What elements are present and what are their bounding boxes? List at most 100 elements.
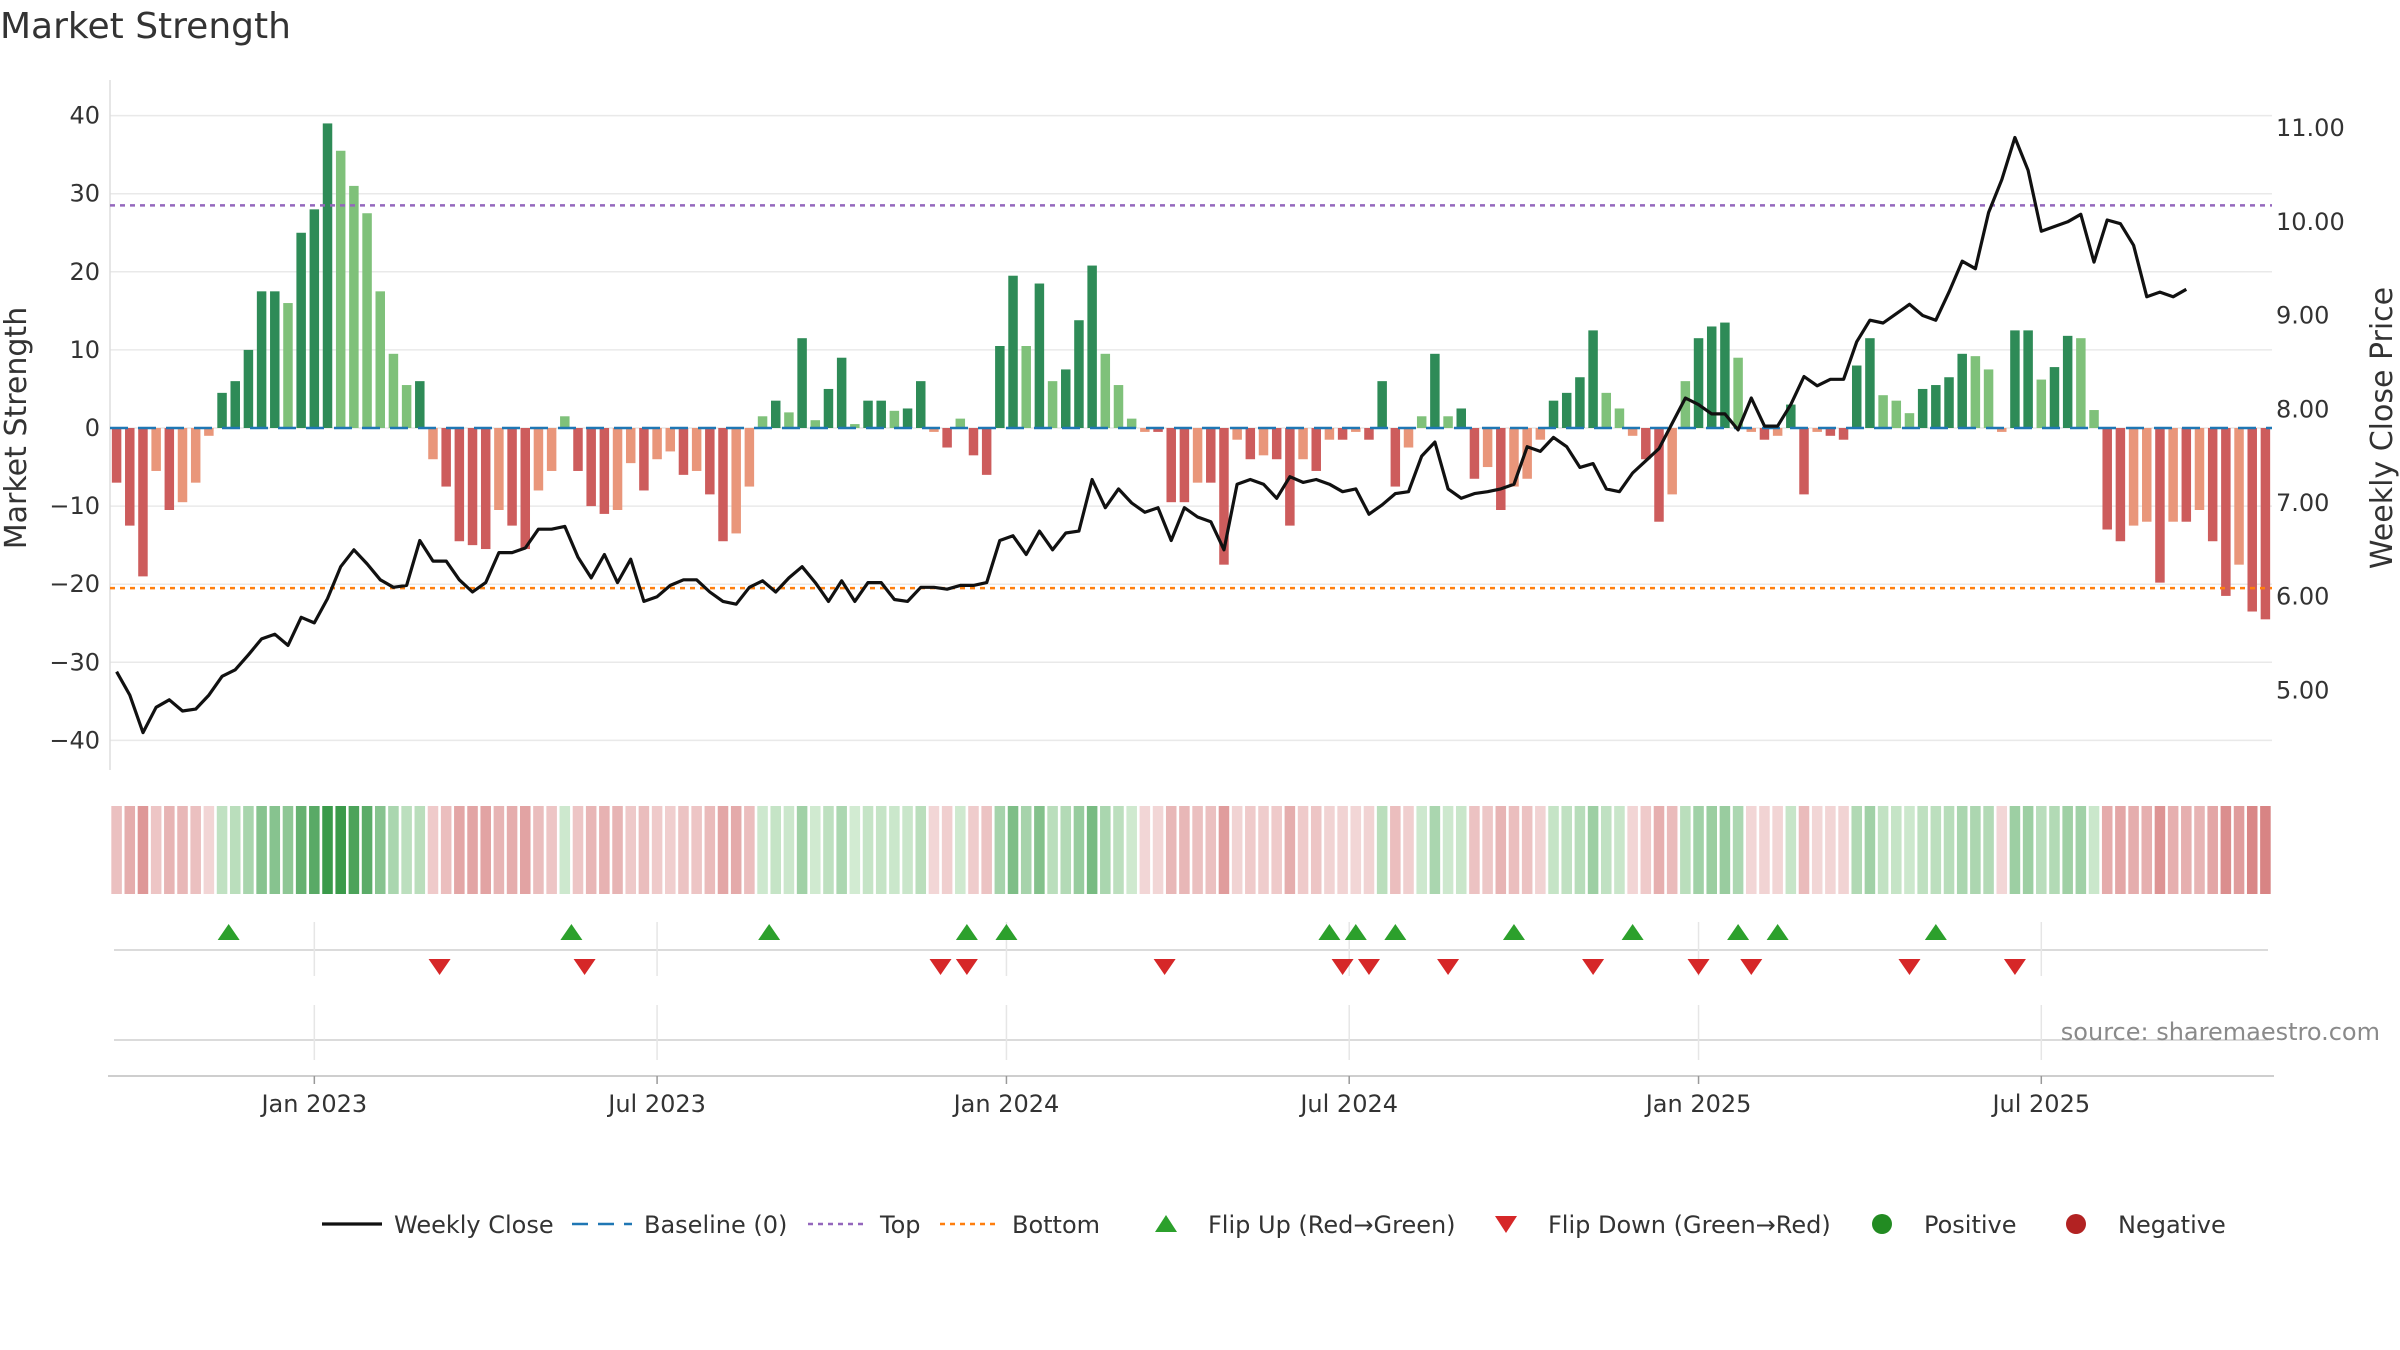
flip-up-marker <box>1502 924 1525 940</box>
flip-down-marker <box>1357 959 1380 975</box>
heat-cell <box>1996 806 2008 894</box>
strength-bar <box>335 150 346 428</box>
x-tick-label: Jul 2025 <box>1990 1090 2090 1118</box>
heat-cell <box>1798 806 1810 894</box>
heat-cell <box>1943 806 1955 894</box>
flip-down-marker <box>1687 959 1710 975</box>
strength-bar <box>2076 338 2086 428</box>
strength-bar <box>1192 428 1203 483</box>
heat-cell <box>440 806 452 894</box>
heat-cell <box>1429 806 1441 894</box>
strength-bar <box>1904 413 1915 428</box>
strength-bar <box>533 428 544 491</box>
strength-bar <box>1509 428 1519 487</box>
strength-bar <box>1469 428 1480 479</box>
strength-bar <box>1008 275 1018 428</box>
strength-bar <box>2142 428 2152 522</box>
heat-cell <box>2220 806 2232 894</box>
strength-bar <box>1456 408 1466 428</box>
heat-cell <box>1113 806 1124 894</box>
strength-bar <box>1206 428 1216 483</box>
strength-bar <box>1957 353 1967 428</box>
strength-bar <box>1667 428 1677 495</box>
heat-cell <box>862 806 874 894</box>
strength-bar <box>283 303 293 428</box>
legend-item: Bottom <box>940 1211 1100 1239</box>
strength-bar <box>744 428 755 487</box>
heat-cell <box>546 806 557 894</box>
strength-bar <box>1061 369 1071 428</box>
heat-cell <box>348 806 360 894</box>
strength-bar <box>1825 428 1836 436</box>
strength-bar <box>1390 428 1401 487</box>
strength-bar <box>1931 385 1941 428</box>
heat-cell <box>1165 806 1177 894</box>
heat-cell <box>2062 806 2073 894</box>
strength-bar <box>480 428 491 550</box>
strength-bar <box>1430 353 1440 428</box>
flip-down-marker <box>1437 959 1460 975</box>
heat-cell <box>981 806 992 894</box>
strength-bar <box>2023 330 2033 428</box>
heat-cell <box>1917 806 1928 894</box>
legend-label: Bottom <box>1012 1211 1100 1239</box>
heat-cell <box>1719 806 1731 894</box>
strength-bar <box>2155 428 2165 583</box>
heat-cell <box>361 806 373 894</box>
legend-item: Flip Up (Red→Green) <box>1155 1211 1456 1239</box>
chart-title: Market Strength <box>0 6 291 47</box>
strength-bar <box>2062 335 2073 428</box>
heat-cell <box>1192 806 1203 894</box>
heat-cell <box>2128 806 2139 894</box>
heat-cell <box>1416 806 1427 894</box>
strength-bar <box>1311 428 1321 471</box>
flip-up-marker <box>955 924 978 940</box>
heat-cell <box>638 806 650 894</box>
strength-bar <box>1575 377 1585 428</box>
strength-bar <box>1113 385 1124 428</box>
x-tick-label: Jan 2024 <box>952 1090 1060 1118</box>
strength-bar <box>296 232 306 428</box>
heat-cell <box>1086 806 1098 894</box>
heat-cell <box>1482 806 1493 894</box>
heat-cell <box>902 806 913 894</box>
heat-cell <box>1152 806 1164 894</box>
heat-cell <box>2260 806 2271 894</box>
heat-cell <box>1442 806 1454 894</box>
heat-cell <box>585 806 597 894</box>
heat-cell <box>1877 806 1889 894</box>
flip-up-marker <box>758 924 781 940</box>
strength-bar <box>1970 356 1981 428</box>
legend-swatch <box>2066 1214 2086 1234</box>
legend-swatch <box>1872 1214 1892 1234</box>
strength-bar <box>968 428 979 456</box>
strength-bar <box>955 418 966 428</box>
flip-down-marker <box>1331 959 1354 975</box>
strength-bar <box>2181 428 2192 522</box>
strength-bar <box>2115 428 2126 542</box>
heat-cell <box>269 806 281 894</box>
y-right-tick-label: 5.00 <box>2276 676 2329 704</box>
heat-cell <box>1324 806 1335 894</box>
heat-cell <box>810 806 821 894</box>
strength-bar <box>1838 428 1849 440</box>
strength-bar <box>1337 428 1348 440</box>
heat-cell <box>177 806 188 894</box>
heat-cell <box>401 806 412 894</box>
strength-bar <box>2221 428 2231 596</box>
heat-cell <box>1007 806 1019 894</box>
strength-bar <box>797 338 807 428</box>
heat-cell <box>1073 806 1085 894</box>
flip-down-marker <box>1898 959 1921 975</box>
heat-cell <box>1970 806 1981 894</box>
heat-cell <box>1390 806 1401 894</box>
strength-bar <box>902 408 913 428</box>
y-left-tick-label: −10 <box>49 492 100 520</box>
heat-cell <box>1218 806 1230 894</box>
strength-bar <box>573 428 583 471</box>
heat-cell <box>1548 806 1559 894</box>
strength-bar <box>1983 369 1994 428</box>
heat-cell <box>717 806 729 894</box>
flip-down-marker <box>2003 959 2026 975</box>
flip-markers <box>108 922 2274 1077</box>
